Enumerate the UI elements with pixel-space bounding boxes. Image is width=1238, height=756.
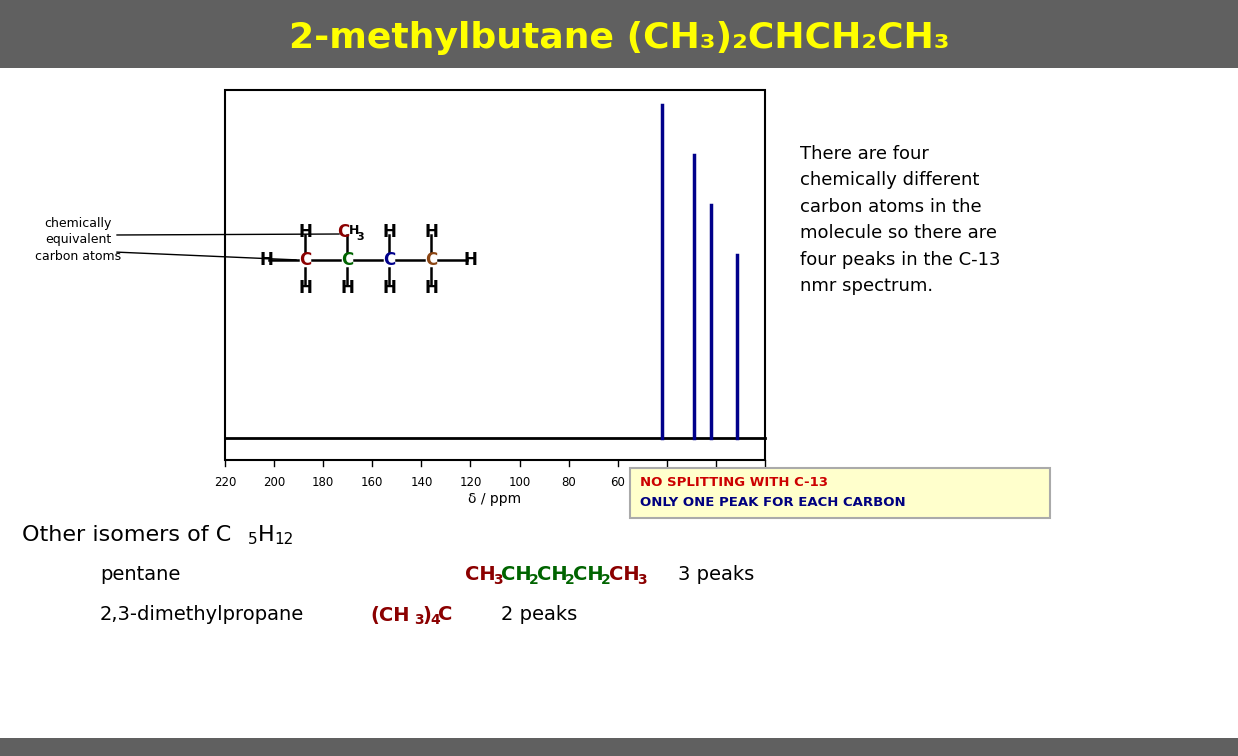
Text: ): ) — [422, 606, 431, 624]
Text: 160: 160 — [361, 476, 384, 489]
Text: C: C — [383, 251, 395, 269]
Text: CH: CH — [573, 565, 604, 584]
Text: C: C — [340, 251, 353, 269]
Text: 0: 0 — [761, 476, 769, 489]
Text: 20: 20 — [708, 476, 723, 489]
Text: 4: 4 — [430, 613, 439, 627]
Text: 3: 3 — [357, 232, 364, 242]
Text: 80: 80 — [561, 476, 576, 489]
Text: There are four
chemically different
carbon atoms in the
molecule so there are
fo: There are four chemically different carb… — [800, 145, 1000, 295]
Text: H: H — [383, 223, 396, 241]
Text: 2: 2 — [565, 573, 574, 587]
Text: NO SPLITTING WITH C-13: NO SPLITTING WITH C-13 — [640, 476, 828, 488]
Text: 40: 40 — [660, 476, 675, 489]
Text: C: C — [438, 606, 452, 624]
Bar — [0, 0, 1238, 68]
Text: 2: 2 — [600, 573, 610, 587]
Text: 3: 3 — [413, 613, 423, 627]
Text: 100: 100 — [509, 476, 531, 489]
Bar — [0, 738, 1238, 756]
Text: C: C — [425, 251, 437, 269]
Text: chemically
equivalent
carbon atoms: chemically equivalent carbon atoms — [35, 216, 121, 264]
Text: Other isomers of C: Other isomers of C — [22, 525, 232, 545]
Text: 140: 140 — [410, 476, 432, 489]
Text: H: H — [298, 223, 312, 241]
Text: 120: 120 — [459, 476, 482, 489]
Text: ONLY ONE PEAK FOR EACH CARBON: ONLY ONE PEAK FOR EACH CARBON — [640, 495, 906, 509]
Text: H: H — [463, 251, 477, 269]
Text: H: H — [340, 279, 354, 297]
Text: H: H — [349, 224, 359, 237]
Text: H: H — [259, 251, 272, 269]
Text: (CH: (CH — [370, 606, 410, 624]
Text: CH: CH — [537, 565, 568, 584]
Text: H: H — [383, 279, 396, 297]
Text: 2 peaks: 2 peaks — [501, 606, 577, 624]
Text: H: H — [425, 279, 438, 297]
Text: C: C — [298, 251, 311, 269]
Text: 220: 220 — [214, 476, 236, 489]
Text: 180: 180 — [312, 476, 334, 489]
Text: 2,3-dimethylpropane: 2,3-dimethylpropane — [100, 606, 305, 624]
Text: H: H — [425, 223, 438, 241]
Text: CH: CH — [465, 565, 495, 584]
Text: CH: CH — [501, 565, 531, 584]
Text: 60: 60 — [610, 476, 625, 489]
Text: 200: 200 — [262, 476, 285, 489]
Text: 3 peaks: 3 peaks — [652, 565, 754, 584]
Text: 5: 5 — [248, 532, 258, 547]
Text: pentane: pentane — [100, 565, 181, 584]
Text: 12: 12 — [274, 532, 293, 547]
Text: C: C — [337, 223, 349, 241]
Text: δ / ppm: δ / ppm — [468, 492, 521, 506]
Text: H: H — [298, 279, 312, 297]
Text: 2: 2 — [529, 573, 539, 587]
Text: 3: 3 — [493, 573, 503, 587]
Text: H: H — [258, 525, 275, 545]
Text: 3: 3 — [638, 573, 646, 587]
Bar — [630, 468, 1050, 518]
Text: CH: CH — [609, 565, 640, 584]
Text: 2-methylbutane (CH₃)₂CHCH₂CH₃: 2-methylbutane (CH₃)₂CHCH₂CH₃ — [288, 21, 950, 55]
Bar — [225, 90, 765, 460]
